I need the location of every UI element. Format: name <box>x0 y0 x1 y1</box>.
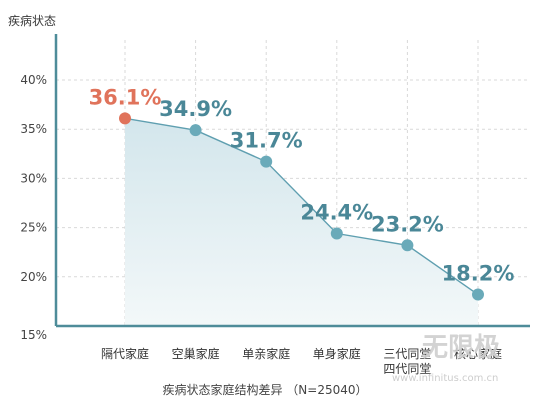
y-tick-label: 20% <box>20 270 47 284</box>
x-axis-caption: 疾病状态家庭结构差异 （N=25040） <box>162 382 367 397</box>
data-point <box>189 124 202 137</box>
data-point <box>401 239 414 252</box>
x-tick-label: 核心家庭 <box>454 346 502 361</box>
data-label: 34.9% <box>159 97 232 121</box>
y-axis-title: 疾病状态 <box>8 13 56 28</box>
data-points <box>119 112 484 301</box>
data-label: 23.2% <box>371 212 444 236</box>
y-tick-label: 35% <box>20 122 47 136</box>
y-tick-label: 30% <box>20 171 47 185</box>
y-tick-label: 25% <box>20 221 47 235</box>
watermark: 无限极 www.infinitus.com.cn <box>392 333 501 384</box>
x-tick-label: 空巢家庭 <box>172 346 220 361</box>
data-label: 36.1% <box>89 85 162 109</box>
watermark-url: www.infinitus.com.cn <box>392 373 498 384</box>
area-fill <box>125 118 478 326</box>
y-tick-labels: 15% 20% 25% 30% 35% 40% <box>20 73 47 342</box>
x-tick-labels: 隔代家庭 空巢家庭 单亲家庭 单身家庭 三代同堂四代同堂 核心家庭 <box>101 346 502 376</box>
watermark-logo-text: 无限极 <box>422 333 501 363</box>
data-point <box>119 112 131 125</box>
series-line <box>124 117 479 296</box>
data-point <box>472 288 484 301</box>
y-tick-label: 15% <box>20 328 47 342</box>
axes <box>54 34 530 328</box>
data-label: 24.4% <box>300 201 373 225</box>
x-tick-label: 隔代家庭 <box>101 346 149 361</box>
x-tick-label: 单亲家庭 <box>242 346 290 361</box>
data-label: 31.7% <box>230 129 303 153</box>
data-label: 18.2% <box>442 262 515 286</box>
data-point <box>330 227 343 240</box>
y-tick-label: 40% <box>20 73 47 87</box>
data-point <box>260 155 273 168</box>
data-labels: 36.1%34.9% 31.7% 24.4%23.2% 18.2% <box>89 85 515 285</box>
x-tick-label: 三代同堂四代同堂 <box>383 347 431 376</box>
x-tick-label: 单身家庭 <box>313 346 361 361</box>
